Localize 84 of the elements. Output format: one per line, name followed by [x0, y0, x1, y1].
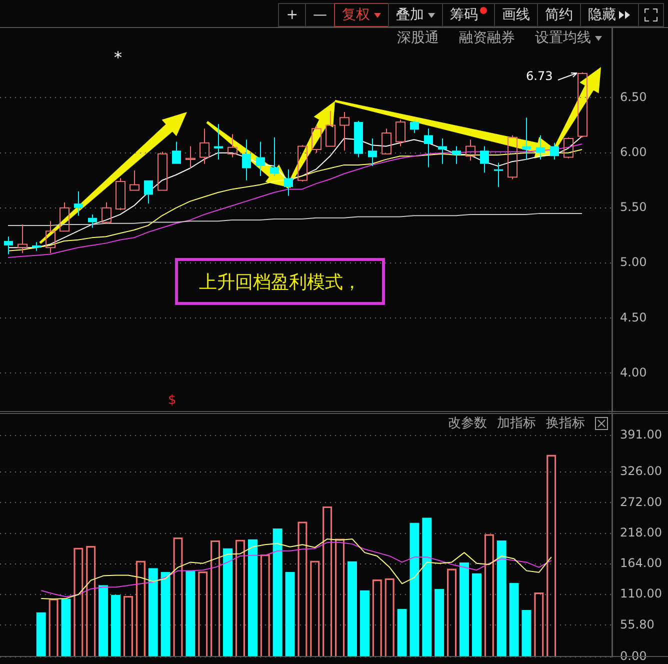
bar: [347, 561, 358, 656]
candlestick: [46, 220, 56, 254]
candlestick: [536, 134, 545, 160]
text: 复权: [342, 6, 370, 24]
candlestick: [270, 136, 279, 176]
candlestick: [186, 146, 196, 169]
candlestick: [242, 139, 251, 181]
candlestick: [74, 190, 83, 216]
candlestick: [466, 139, 476, 162]
bar: [360, 590, 370, 656]
bar: [148, 568, 158, 656]
y-tick-label: 391.00: [620, 427, 662, 442]
y-tick-label: 326.00: [620, 464, 662, 478]
y-tick-label: 4.00: [620, 365, 647, 380]
bar: [98, 585, 108, 656]
y-tick-label: 110.00: [620, 586, 662, 601]
candlestick: [88, 214, 97, 228]
y-tick-label: 218.00: [620, 525, 662, 540]
candlestick: [144, 180, 153, 204]
candlestick: [410, 120, 419, 134]
annotation: 加指标: [497, 415, 536, 432]
candlestick: [130, 170, 140, 191]
annotation: 融资融券: [459, 29, 515, 47]
candlestick: [200, 128, 210, 164]
text: 简约: [545, 6, 573, 24]
bar: [434, 589, 444, 656]
annotation: 换指标: [546, 415, 585, 432]
bar: [472, 573, 482, 656]
candlestick: [172, 141, 181, 164]
candlestick: [494, 162, 503, 188]
annotation: *: [114, 48, 122, 67]
candlestick: [424, 128, 433, 168]
bar: [110, 594, 121, 656]
text: 隐藏: [588, 6, 616, 24]
candlestick: [60, 202, 70, 232]
bar: [285, 572, 295, 656]
y-tick-label: 5.50: [620, 200, 647, 214]
text: +: [286, 7, 298, 23]
annotation: 设置均线: [535, 29, 591, 47]
bar: [496, 540, 506, 656]
text: 叠加: [396, 6, 424, 24]
candlestick: [228, 134, 238, 158]
candlestick: [522, 117, 531, 160]
text: 筹码: [450, 6, 478, 24]
candlestick: [550, 142, 559, 160]
candlestick: [284, 168, 293, 196]
candlestick: [256, 141, 265, 176]
annotation: $: [168, 393, 176, 408]
text: 画线: [502, 6, 530, 24]
candlestick: [438, 138, 447, 164]
candlestick: [340, 112, 350, 152]
bar: [422, 518, 432, 656]
bar: [522, 610, 532, 656]
candlestick: [452, 146, 461, 164]
bar: [248, 539, 258, 656]
bar: [222, 548, 233, 656]
annotation: 6.73: [526, 69, 553, 83]
annotation: 改参数: [448, 415, 487, 432]
candlestick: [32, 242, 41, 252]
candlestick: [368, 138, 377, 167]
y-tick-label: 6.00: [620, 144, 647, 159]
bar: [36, 612, 46, 656]
y-tick-label: 4.50: [620, 310, 647, 324]
candlestick: [214, 124, 223, 160]
y-tick-label: 272.00: [620, 494, 662, 509]
y-tick-label: 164.00: [620, 556, 662, 570]
candlestick: [4, 236, 13, 255]
bar: [509, 582, 519, 656]
candlestick: [18, 224, 28, 254]
bar: [186, 570, 196, 656]
bar: [410, 522, 420, 656]
candlestick: [326, 110, 336, 147]
candlestick: [480, 146, 489, 174]
y-tick-label: 6.50: [620, 90, 647, 104]
bar: [397, 608, 407, 656]
annotation: 深股通: [397, 29, 439, 47]
text: —: [313, 7, 327, 23]
y-tick-label: 55.80: [620, 617, 654, 632]
bar: [61, 598, 71, 656]
annotation: 上升回档盈利模式，: [175, 258, 385, 305]
bar: [160, 572, 170, 656]
y-tick-label: 5.00: [620, 255, 647, 270]
bar: [272, 528, 282, 656]
bar: [459, 562, 470, 656]
